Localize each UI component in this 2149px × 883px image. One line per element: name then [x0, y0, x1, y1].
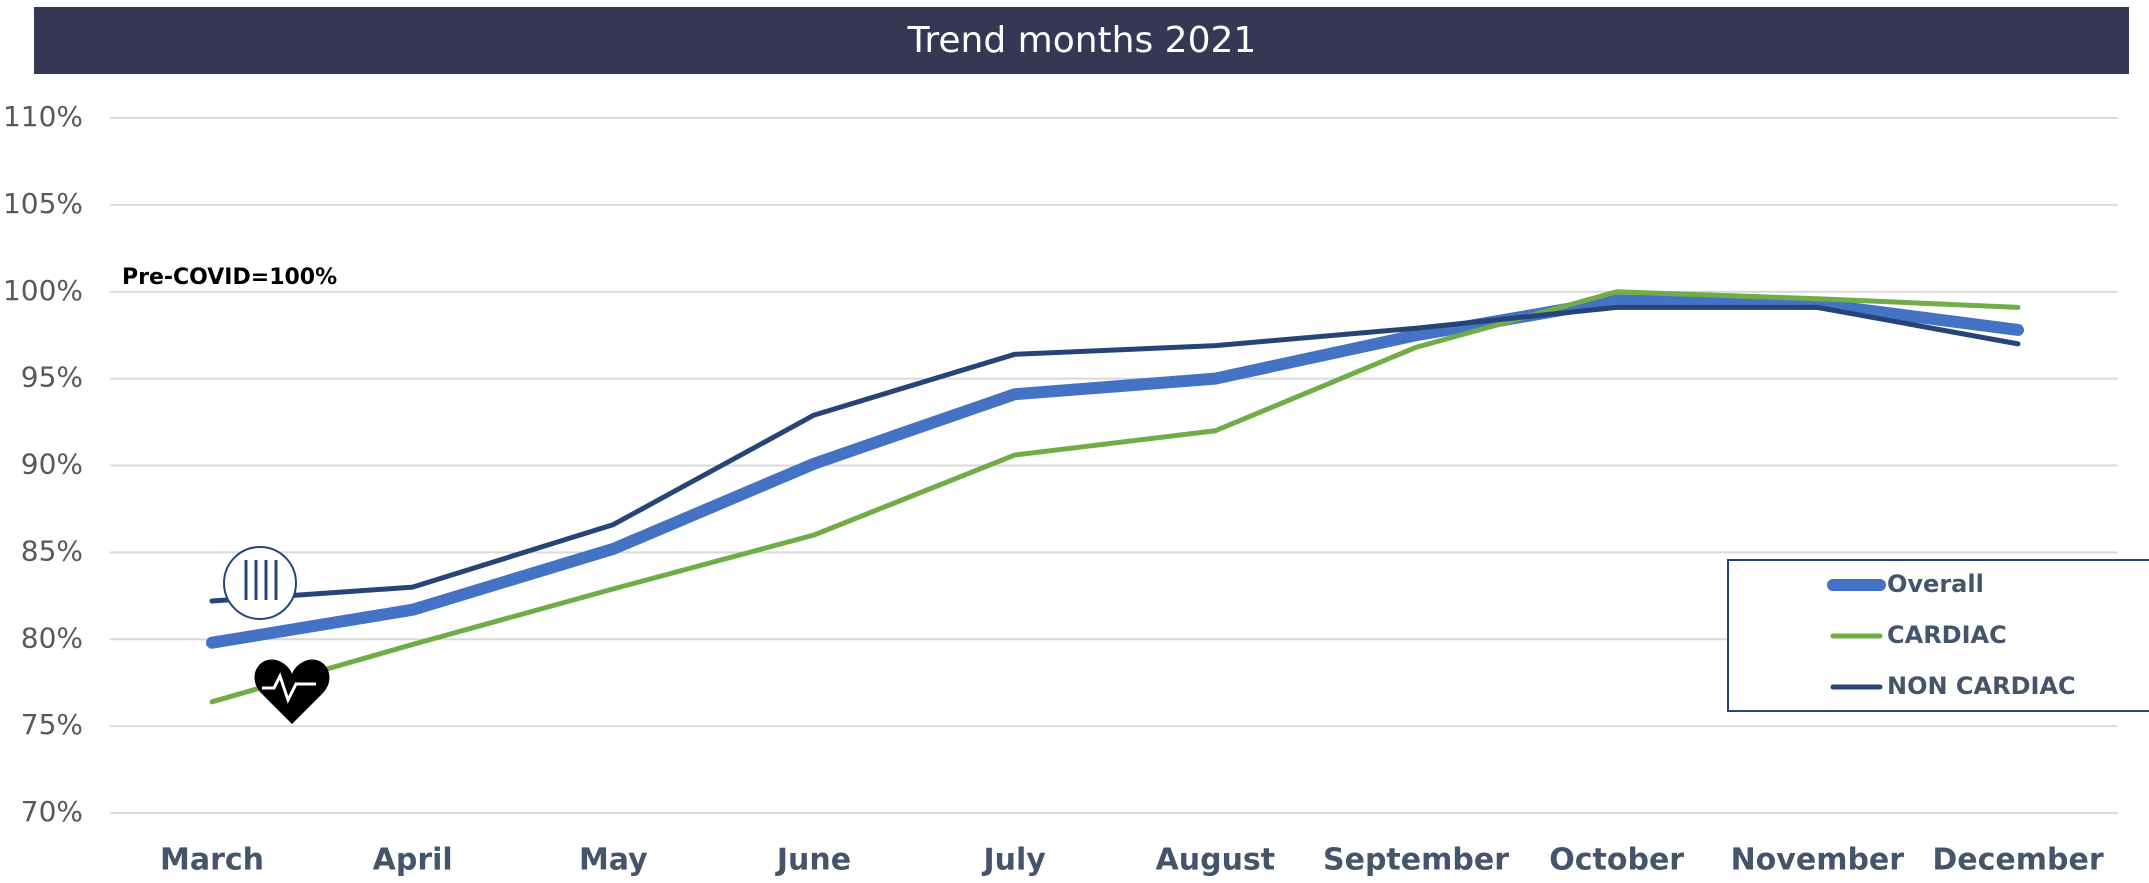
heart-pulse — [262, 672, 316, 704]
series-line — [209, 304, 2021, 604]
x-tick-label: June — [775, 843, 851, 878]
y-tick-label: 75% — [21, 708, 83, 741]
title-bar — [34, 7, 2129, 74]
x-tick-label: December — [1932, 843, 2103, 878]
legend-label: CARDIAC — [1887, 621, 2007, 649]
x-tick-label: October — [1549, 843, 1684, 878]
y-tick-label: 110% — [3, 100, 83, 133]
x-tick-label: November — [1731, 843, 1905, 878]
y-tick-label: 100% — [3, 274, 83, 307]
y-tick-label: 105% — [3, 187, 83, 220]
chart-title: Trend months 2021 — [907, 20, 1257, 61]
x-tick-label: September — [1323, 843, 1509, 878]
annotation: Pre-COVID=100% — [122, 265, 337, 290]
x-tick-label: May — [579, 843, 648, 878]
y-tick-label: 90% — [21, 448, 83, 481]
y-tick-label: 80% — [21, 621, 83, 654]
series-line — [209, 289, 2021, 705]
x-tick-label: July — [981, 843, 1046, 878]
x-tick-label: August — [1156, 843, 1276, 878]
plot: 70% 75% 80% 85% 90% 95% 100% 105% 110% March April… — [3, 100, 2118, 878]
y-tick-label: 85% — [21, 534, 83, 567]
x-tick-label: April — [373, 843, 453, 878]
x-tick-label: March — [160, 843, 264, 878]
surgery-icon — [223, 546, 297, 620]
legend-box — [1727, 559, 2149, 712]
legend: Overall CARDIAC NON CARDIAC — [1827, 570, 2076, 700]
y-tick-label: 95% — [21, 361, 83, 394]
legend-label: Overall — [1887, 570, 1984, 598]
y-tick-label: 70% — [21, 795, 83, 828]
series-line — [206, 294, 2024, 649]
legend-label: NON CARDIAC — [1887, 672, 2076, 700]
